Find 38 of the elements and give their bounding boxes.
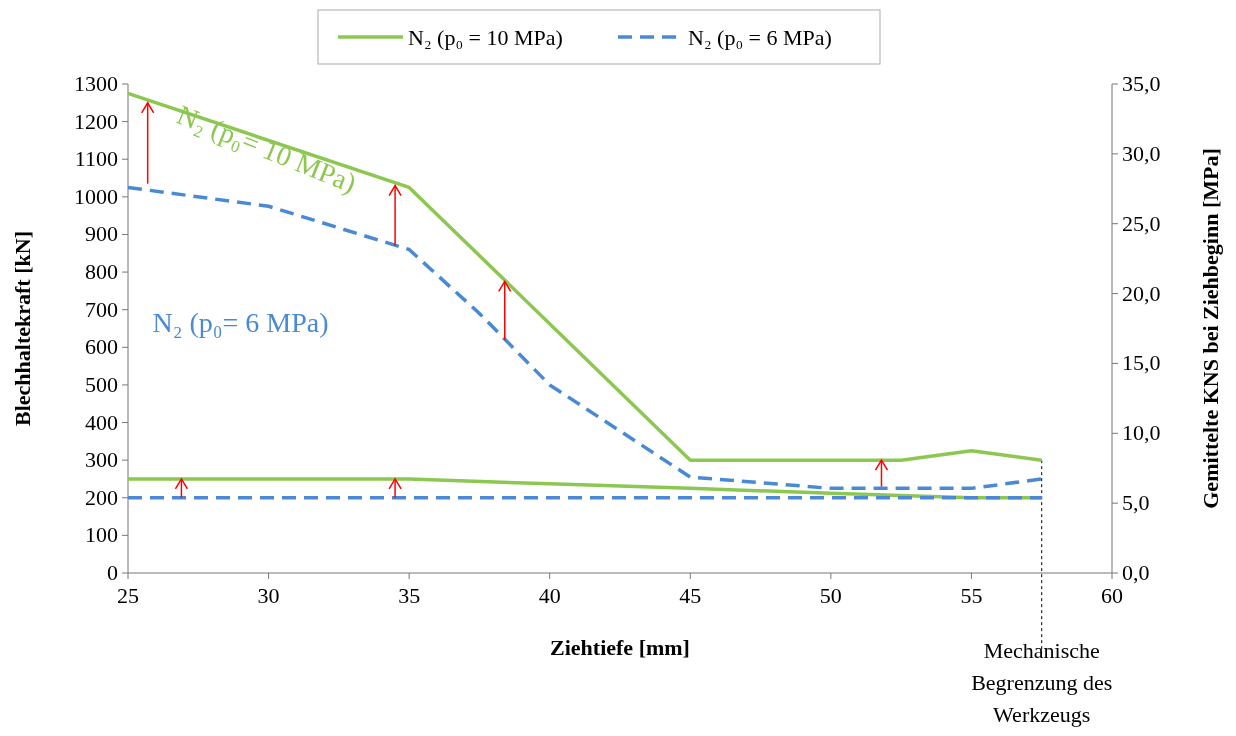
y2-tick-label: 0,0 <box>1122 560 1150 585</box>
y-tick-label: 100 <box>85 522 118 548</box>
x-tick-label: 40 <box>538 583 561 608</box>
y-tick-label: 600 <box>85 334 118 360</box>
x-tick-label: 55 <box>960 583 983 608</box>
y-tick-label: 800 <box>85 259 118 285</box>
y2-tick-label: 5,0 <box>1122 490 1150 516</box>
y-tick-label: 1300 <box>74 71 118 96</box>
x-tick-label: 60 <box>1101 583 1123 608</box>
y-tick-label: 900 <box>85 221 118 247</box>
y2-axis-title: Gemittelte KNS bei Ziehbeginn [MPa] <box>1198 148 1223 509</box>
y2-tick-label: 35,0 <box>1122 71 1161 96</box>
x-tick-label: 35 <box>398 583 421 608</box>
x-tick-label: 30 <box>257 583 280 608</box>
y-tick-label: 500 <box>85 371 118 397</box>
x-tick-label: 50 <box>819 583 842 608</box>
y2-tick-label: 20,0 <box>1122 280 1161 306</box>
y-tick-label: 700 <box>85 296 118 322</box>
legend-label: N₂ (p₀ = 6 MPa) <box>688 25 832 50</box>
x-axis-title: Ziehtiefe [mm] <box>550 635 690 660</box>
y2-tick-label: 10,0 <box>1122 420 1161 446</box>
y-tick-label: 1000 <box>74 183 118 209</box>
y-tick-label: 400 <box>85 409 118 435</box>
y2-tick-label: 30,0 <box>1122 140 1161 166</box>
annotation: N₂ (p₀= 6 MPa) <box>152 307 329 339</box>
line-series <box>126 91 1044 462</box>
legend-label: N₂ (p₀ = 10 MPa) <box>408 25 563 50</box>
y-axis-title: Blechhaltekraft [kN] <box>10 231 35 426</box>
y-tick-label: 1200 <box>74 108 118 134</box>
y2-tick-label: 25,0 <box>1122 210 1161 236</box>
y2-tick-label: 15,0 <box>1122 350 1161 376</box>
x-tick-label: 25 <box>117 583 139 608</box>
y-tick-label: 1100 <box>74 146 118 172</box>
y-tick-label: 200 <box>85 484 118 510</box>
y-tick-label: 300 <box>85 447 118 473</box>
y-tick-label: 0 <box>107 560 118 585</box>
ref-line-label: Mechanische Begrenzung des Werkzeugs <box>971 638 1113 727</box>
x-tick-label: 45 <box>679 583 702 608</box>
